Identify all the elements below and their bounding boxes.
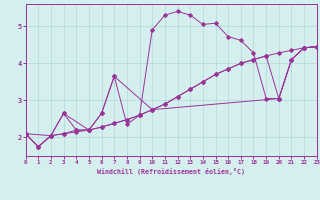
X-axis label: Windchill (Refroidissement éolien,°C): Windchill (Refroidissement éolien,°C) [97, 168, 245, 175]
